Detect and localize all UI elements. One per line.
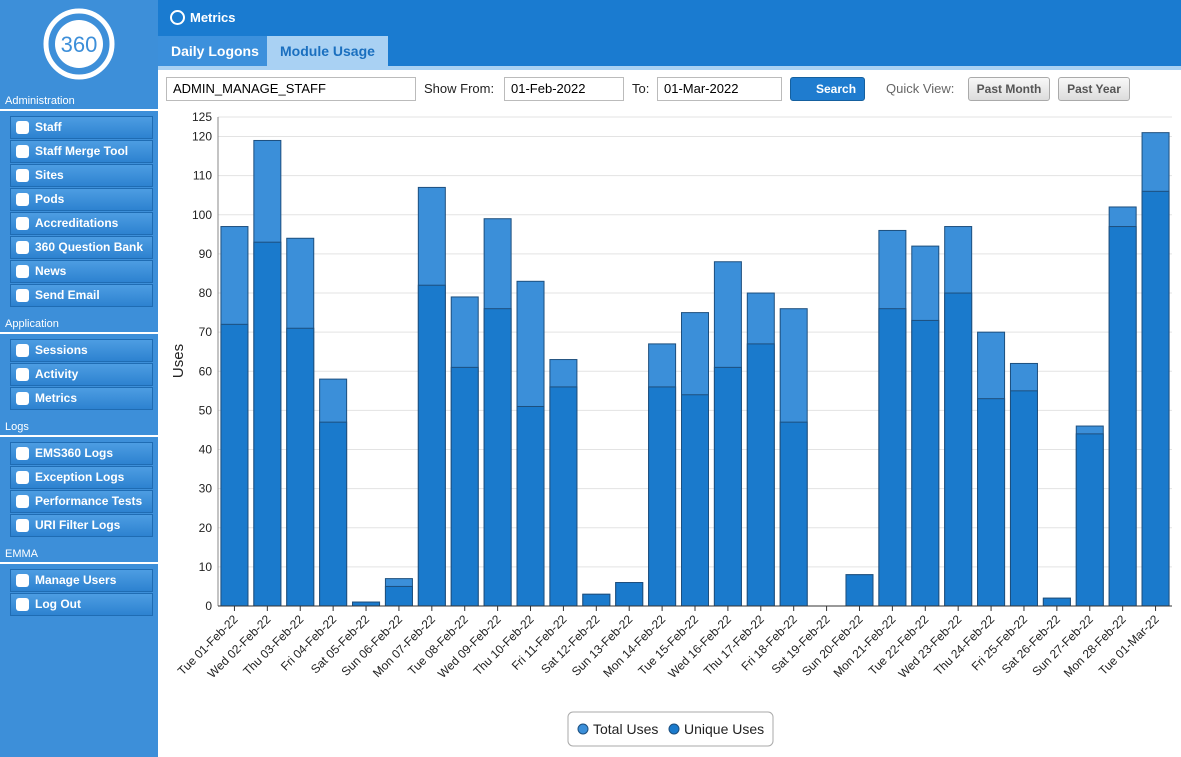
bar <box>384 585 413 607</box>
y-tick-label: 30 <box>199 482 213 496</box>
menu-button[interactable]: Exception Logs <box>10 466 153 489</box>
menu-button[interactable]: Manage Users <box>10 569 153 592</box>
bar <box>319 421 348 607</box>
tab[interactable]: Module Usage <box>267 36 388 66</box>
sidebar: 360 Administration Staff Staff Merge Tool S… <box>0 0 158 757</box>
y-tick-label: 125 <box>192 110 212 124</box>
menu-button[interactable]: EMS360 Logs <box>10 442 153 465</box>
label: Show From: <box>424 81 495 96</box>
label: Quick View: <box>886 81 955 96</box>
bar <box>911 319 940 607</box>
bar <box>253 241 282 607</box>
menu-section: Application Sessions Activity Metrics <box>0 318 158 410</box>
bar <box>417 284 446 607</box>
legend-label: Total Uses <box>593 721 658 737</box>
menu-button[interactable]: Send Email <box>10 284 153 307</box>
y-tick-label: 70 <box>199 325 213 339</box>
bar <box>681 394 709 607</box>
label: To: <box>632 81 650 96</box>
menu-button[interactable]: Staff Merge Tool <box>10 140 153 163</box>
menu-button[interactable]: Performance Tests <box>10 490 153 513</box>
bar <box>483 308 512 607</box>
bar <box>1108 226 1137 607</box>
y-tick-label: 40 <box>199 443 213 457</box>
menu-section: EMMA Manage Users Log Out <box>0 548 158 616</box>
search-button[interactable]: Search <box>790 77 865 101</box>
bar <box>648 386 677 607</box>
bar <box>615 582 644 607</box>
bar <box>1075 433 1104 607</box>
menu-button[interactable]: Activity <box>10 363 153 386</box>
tab[interactable]: Daily Logons <box>158 36 272 66</box>
bar <box>516 405 545 607</box>
menu-button[interactable]: Metrics <box>10 387 153 410</box>
y-tick-label: 50 <box>199 403 213 417</box>
menu-button[interactable]: Staff <box>10 116 153 139</box>
past-month-button[interactable]: Past Month <box>968 77 1050 101</box>
bar <box>549 386 578 607</box>
bar <box>779 421 808 607</box>
legend-swatch <box>577 723 589 735</box>
header: Metrics <box>158 0 1181 35</box>
y-tick-label: 0 <box>205 599 212 613</box>
section-title: Administration <box>0 95 158 111</box>
bar <box>713 366 742 607</box>
bar <box>977 398 1006 607</box>
menu-button[interactable]: News <box>10 260 153 283</box>
menu-button[interactable]: Accreditations <box>10 212 153 235</box>
y-tick-label: 10 <box>199 560 213 574</box>
bar <box>1141 190 1170 607</box>
tabs: Daily Logons Module Usage <box>158 35 1181 70</box>
bar <box>878 308 907 607</box>
y-tick-label: 60 <box>199 364 213 378</box>
menu-button[interactable]: URI Filter Logs <box>10 514 153 537</box>
bar <box>746 343 775 607</box>
logo: 360 <box>43 8 115 80</box>
bar <box>352 601 381 607</box>
section-title: Logs <box>0 421 158 437</box>
bar <box>944 292 973 607</box>
menu-button[interactable]: Sites <box>10 164 153 187</box>
bar <box>1009 390 1038 607</box>
section-title: Application <box>0 318 158 334</box>
y-tick-label: 110 <box>193 169 212 183</box>
y-tick-label: 120 <box>192 130 212 144</box>
y-tick-label: 80 <box>199 286 213 300</box>
y-tick-label: 20 <box>199 521 213 535</box>
menu-button[interactable]: Log Out <box>10 593 153 616</box>
menu-section: Logs EMS360 Logs Exception Logs Performance… <box>0 421 158 537</box>
logo-text: 360 <box>61 32 98 57</box>
legend-swatch <box>668 723 680 735</box>
y-tick-label: 90 <box>199 247 213 261</box>
y-axis-title: Uses <box>170 344 187 378</box>
menu-section: Administration Staff Staff Merge Tool Sites… <box>0 95 158 307</box>
past-year-button[interactable]: Past Year <box>1058 77 1130 101</box>
bar <box>1042 597 1071 607</box>
menu-button[interactable]: 360 Question Bank <box>10 236 153 259</box>
date-from[interactable]: 01-Feb-2022 <box>504 77 624 101</box>
bar <box>220 323 249 607</box>
module-select[interactable]: ADMIN_MANAGE_STAFF <box>166 77 416 101</box>
legend-label: Unique Uses <box>684 721 764 737</box>
date-to[interactable]: 01-Mar-2022 <box>657 77 782 101</box>
bar <box>450 366 479 607</box>
bar <box>582 593 611 607</box>
menu-button[interactable]: Pods <box>10 188 153 211</box>
section-title: EMMA <box>0 548 158 564</box>
bar <box>286 327 315 607</box>
bar <box>845 574 874 607</box>
menu-button[interactable]: Sessions <box>10 339 153 362</box>
menu: Administration Staff Staff Merge Tool Sites… <box>0 95 158 627</box>
y-tick-label: 100 <box>192 208 212 222</box>
